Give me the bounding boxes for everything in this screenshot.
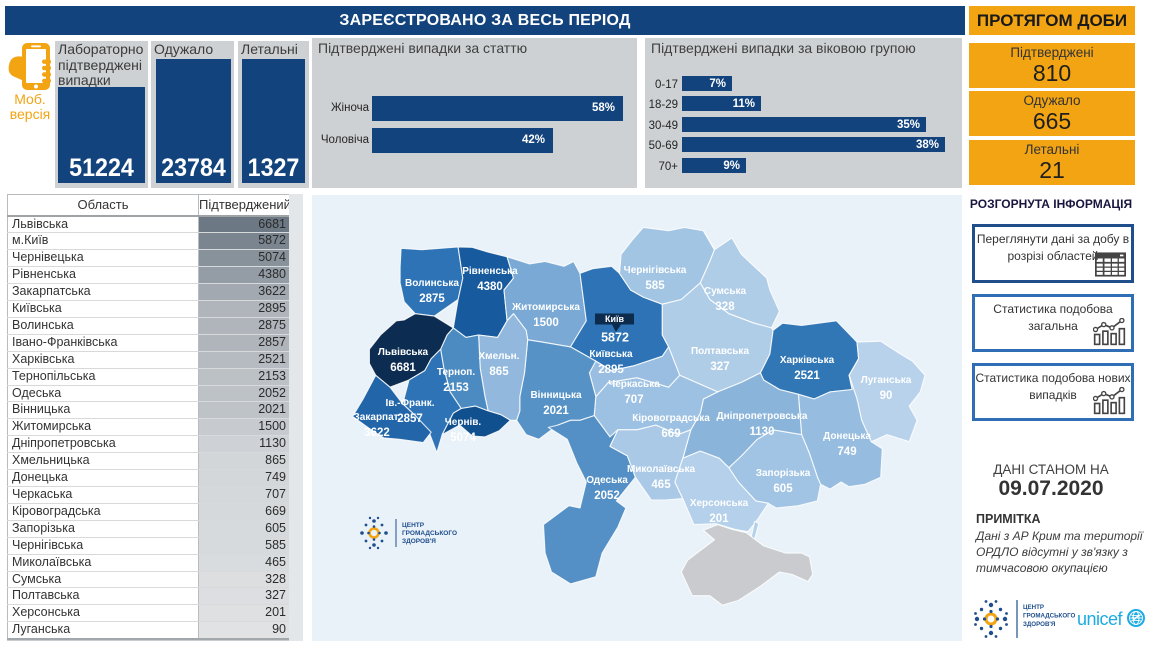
svg-text:Кіровоградська: Кіровоградська	[632, 413, 710, 424]
svg-text:Херсонська: Херсонська	[690, 498, 749, 509]
svg-text:Закарпат.: Закарпат.	[354, 412, 401, 423]
svg-text:90: 90	[880, 390, 893, 402]
svg-text:Терноп.: Терноп.	[437, 367, 475, 378]
svg-text:2875: 2875	[419, 293, 445, 305]
svg-text:Ів.-Франк.: Ів.-Франк.	[385, 398, 434, 409]
svg-text:605: 605	[773, 483, 793, 495]
svg-text:ЦЕНТР: ЦЕНТР	[1023, 604, 1044, 611]
svg-text:Черкаська: Черкаська	[608, 379, 660, 390]
svg-text:2857: 2857	[397, 413, 423, 425]
svg-text:6681: 6681	[390, 362, 416, 374]
svg-text:669: 669	[661, 428, 680, 440]
svg-text:Хмельн.: Хмельн.	[479, 351, 520, 362]
svg-text:ЗДОРОВ'Я: ЗДОРОВ'Я	[402, 538, 436, 545]
svg-text:Одеська: Одеська	[586, 475, 628, 486]
svg-text:ГРОМАДСЬКОГО: ГРОМАДСЬКОГО	[402, 530, 457, 537]
svg-text:Житомирська: Житомирська	[511, 302, 580, 313]
svg-text:201: 201	[709, 513, 729, 525]
svg-text:ГРОМАДСЬКОГО: ГРОМАДСЬКОГО	[1023, 613, 1076, 620]
svg-text:749: 749	[837, 446, 856, 458]
svg-text:Київ: Київ	[605, 314, 625, 324]
svg-text:Вінницька: Вінницька	[530, 390, 582, 401]
svg-text:Чернів.: Чернів.	[445, 417, 482, 428]
svg-text:Рівненська: Рівненська	[462, 266, 518, 277]
svg-text:707: 707	[624, 394, 643, 406]
svg-text:ЦЕНТР: ЦЕНТР	[402, 522, 425, 529]
svg-text:3622: 3622	[364, 427, 390, 439]
svg-text:465: 465	[651, 479, 671, 491]
svg-text:4380: 4380	[477, 281, 503, 293]
svg-text:5074: 5074	[450, 432, 476, 444]
svg-text:5872: 5872	[601, 331, 629, 345]
svg-text:2021: 2021	[543, 405, 569, 417]
svg-text:2521: 2521	[794, 370, 820, 382]
svg-text:327: 327	[710, 361, 729, 373]
svg-text:1500: 1500	[533, 317, 559, 329]
svg-text:2895: 2895	[598, 364, 624, 376]
svg-text:Донецька: Донецька	[823, 431, 871, 442]
svg-text:Полтавська: Полтавська	[691, 346, 749, 357]
svg-text:Сумська: Сумська	[704, 286, 747, 297]
svg-text:Дніпропетровська: Дніпропетровська	[717, 411, 808, 422]
svg-text:Запорізька: Запорізька	[756, 468, 811, 479]
svg-text:585: 585	[645, 280, 665, 292]
svg-text:2153: 2153	[443, 382, 469, 394]
svg-text:unicef: unicef	[1077, 609, 1124, 629]
svg-text:ЗДОРОВ'Я: ЗДОРОВ'Я	[1023, 621, 1056, 628]
svg-text:328: 328	[715, 301, 735, 313]
svg-text:Львівська: Львівська	[378, 347, 429, 358]
svg-text:2052: 2052	[594, 490, 620, 502]
svg-text:Волинська: Волинська	[405, 278, 459, 289]
svg-text:865: 865	[489, 366, 509, 378]
svg-text:Київська: Київська	[589, 349, 633, 360]
svg-text:Миколаївська: Миколаївська	[627, 464, 696, 475]
svg-text:Харківська: Харківська	[780, 355, 835, 366]
svg-text:Луганська: Луганська	[861, 375, 912, 386]
svg-text:Чернігівська: Чернігівська	[624, 265, 687, 276]
svg-text:1130: 1130	[750, 426, 775, 438]
